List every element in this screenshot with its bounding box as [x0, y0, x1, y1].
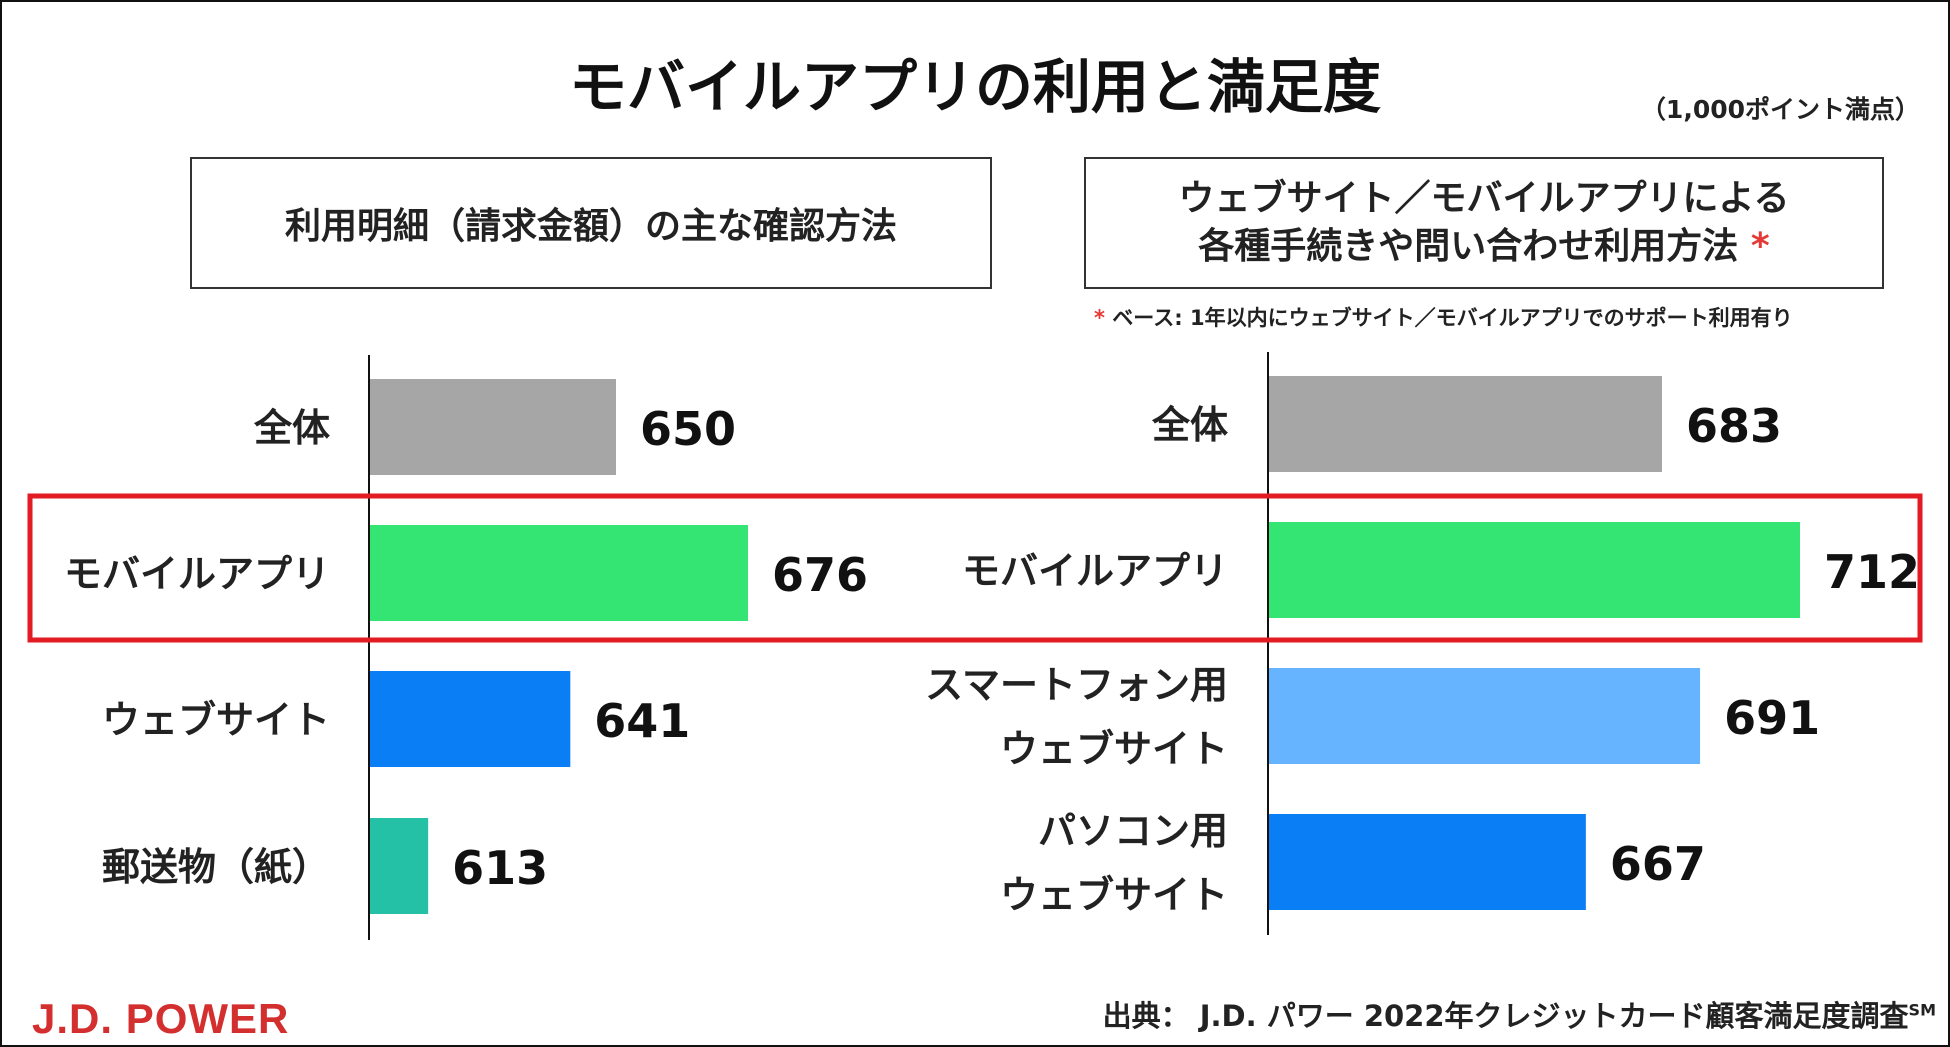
category-label: 郵送物（紙） — [102, 845, 330, 889]
bar-right-3 — [1269, 814, 1586, 910]
value-label: 676 — [772, 548, 868, 602]
value-label: 712 — [1824, 545, 1920, 599]
bar-right-1 — [1269, 522, 1800, 618]
value-label: 650 — [640, 402, 736, 456]
right-panel-header: ウェブサイト／モバイルアプリによる 各種手続きや問い合わせ利用方法 * — [1084, 157, 1884, 289]
base-note: * ベース: 1年以内にウェブサイト／モバイルアプリでのサポート利用有り — [1094, 302, 1793, 332]
category-label: 全体 — [253, 406, 330, 450]
base-note-asterisk: * — [1094, 306, 1105, 330]
bar-left-2 — [370, 671, 571, 767]
category-label: ウェブサイト — [1000, 873, 1228, 917]
bar-left-3 — [370, 818, 429, 914]
category-label: モバイルアプリ — [64, 552, 330, 596]
right-panel-header-line2: 各種手続きや問い合わせ利用方法 — [1198, 226, 1739, 267]
bar-right-0 — [1269, 376, 1662, 472]
value-label: 691 — [1724, 691, 1820, 745]
category-label: モバイルアプリ — [962, 549, 1228, 593]
bar-right-2 — [1269, 668, 1701, 764]
category-label: パソコン用 — [1038, 809, 1228, 853]
value-label: 683 — [1686, 399, 1782, 453]
value-label: 641 — [594, 694, 690, 748]
base-note-text: ベース: 1年以内にウェブサイト／モバイルアプリでのサポート利用有り — [1112, 306, 1793, 330]
value-label: 667 — [1610, 837, 1706, 891]
bar-left-1 — [370, 525, 748, 621]
highlight-box — [27, 493, 1923, 643]
source-text: 出典： J.D. パワー 2022年クレジットカード顧客満足度調査 — [1102, 999, 1909, 1033]
source-sup: SM — [1908, 1000, 1936, 1020]
category-label: ウェブサイト — [1000, 727, 1228, 771]
category-label: ウェブサイト — [102, 698, 330, 742]
bar-left-0 — [370, 379, 616, 475]
source-note: 出典： J.D. パワー 2022年クレジットカード顧客満足度調査SM — [1103, 993, 1936, 1035]
jd-power-logo: J.D. POWER — [32, 995, 290, 1042]
category-label: スマートフォン用 — [925, 663, 1228, 707]
page-title: モバイルアプリの利用と満足度 — [568, 53, 1381, 121]
unit-note: （1,000ポイント満点） — [1640, 95, 1920, 124]
right-panel-header-line1: ウェブサイト／モバイルアプリによる — [1178, 178, 1790, 219]
right-panel-header-line2-wrap: 各種手続きや問い合わせ利用方法 * — [1198, 223, 1769, 271]
left-panel-header-text: 利用明細（請求金額）の主な確認方法 — [284, 206, 897, 247]
value-label: 613 — [452, 841, 548, 895]
category-label: 全体 — [1151, 403, 1228, 447]
left-panel-header: 利用明細（請求金額）の主な確認方法 — [190, 157, 992, 289]
asterisk-mark: * — [1750, 226, 1770, 267]
